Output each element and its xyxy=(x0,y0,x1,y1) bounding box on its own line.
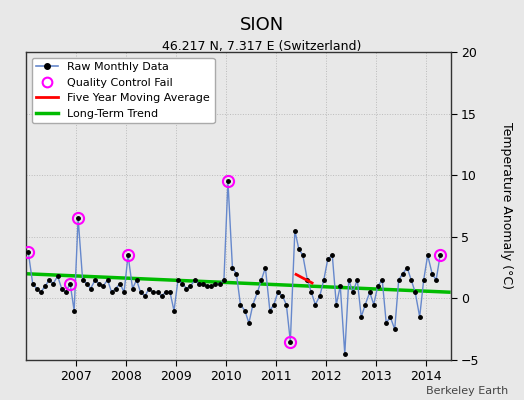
Text: Berkeley Earth: Berkeley Earth xyxy=(426,386,508,396)
Legend: Raw Monthly Data, Quality Control Fail, Five Year Moving Average, Long-Term Tren: Raw Monthly Data, Quality Control Fail, … xyxy=(32,58,214,123)
Text: 46.217 N, 7.317 E (Switzerland): 46.217 N, 7.317 E (Switzerland) xyxy=(162,40,362,53)
Text: SION: SION xyxy=(240,16,284,34)
Y-axis label: Temperature Anomaly (°C): Temperature Anomaly (°C) xyxy=(500,122,514,290)
